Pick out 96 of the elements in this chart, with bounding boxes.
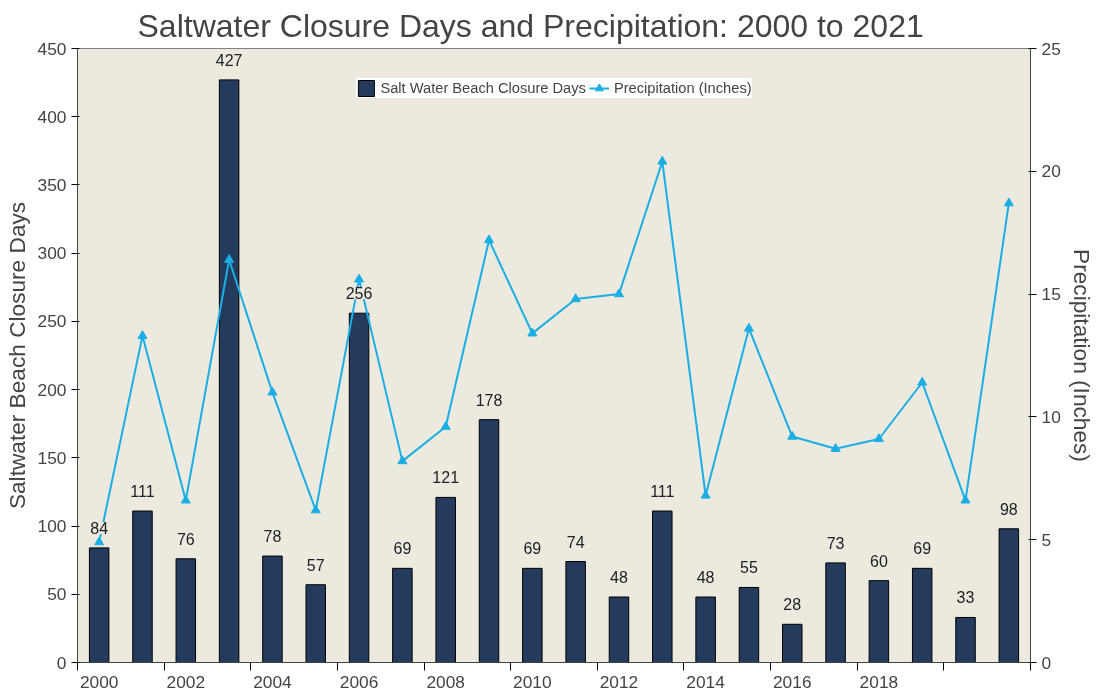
data-label: 60 xyxy=(869,552,888,570)
bar xyxy=(608,596,630,663)
data-label: 57 xyxy=(306,556,325,574)
data-label: 55 xyxy=(740,559,758,577)
data-label: 78 xyxy=(263,528,282,546)
point xyxy=(873,433,884,443)
y-tick-label: 300 xyxy=(37,243,67,264)
bar xyxy=(911,567,933,663)
bar xyxy=(955,616,976,663)
point xyxy=(743,322,754,332)
y-tick-label: 100 xyxy=(37,516,67,537)
x-tick-label: 2014 xyxy=(686,671,726,692)
y-tick-label: 400 xyxy=(37,106,67,127)
y2-tick-label: 25 xyxy=(1041,38,1061,59)
point xyxy=(484,234,495,244)
x-tick-label: 2006 xyxy=(339,671,379,692)
bar xyxy=(392,567,413,663)
data-label: 76 xyxy=(176,530,195,548)
bar xyxy=(305,584,326,663)
data-label: 178 xyxy=(475,391,503,409)
data-label: 48 xyxy=(610,569,628,587)
data-label: 111 xyxy=(650,483,675,501)
y-tick-label: 350 xyxy=(37,174,67,195)
bar xyxy=(348,312,370,663)
bar xyxy=(652,510,673,663)
point xyxy=(570,293,581,303)
x-tick-label: 2010 xyxy=(513,671,552,692)
point xyxy=(137,330,148,339)
y-tick-label: 250 xyxy=(37,311,67,332)
point xyxy=(180,494,191,504)
bar xyxy=(478,419,500,663)
data-label: 84 xyxy=(90,519,109,537)
point xyxy=(267,386,278,396)
data-label: 28 xyxy=(783,596,802,614)
x-tick-label: 2018 xyxy=(859,671,899,692)
bar xyxy=(825,562,846,663)
data-label: 111 xyxy=(130,483,155,501)
bar xyxy=(998,528,1020,663)
data-label: 69 xyxy=(393,540,412,558)
bar xyxy=(738,586,760,663)
y-tick-label: 150 xyxy=(37,447,67,468)
y-tick-label: 200 xyxy=(37,379,67,400)
data-label: 33 xyxy=(956,589,975,607)
bar xyxy=(435,496,456,663)
point xyxy=(224,254,235,263)
point xyxy=(830,443,841,452)
point xyxy=(440,421,451,430)
bar xyxy=(218,79,240,663)
bar xyxy=(695,596,716,663)
y-tick-label: 50 xyxy=(47,584,67,605)
bar xyxy=(782,623,803,663)
point xyxy=(94,536,105,546)
data-label: 98 xyxy=(999,500,1018,518)
y-tick-label: 0 xyxy=(56,652,67,673)
point xyxy=(397,455,408,465)
chart-title: Saltwater Closure Days and Precipitation: 2000 to 2021 xyxy=(137,7,924,44)
data-label: 73 xyxy=(826,534,845,552)
x-tick-label: 2000 xyxy=(79,671,119,692)
data-label: 121 xyxy=(432,469,460,487)
data-label: 427 xyxy=(215,51,243,69)
point xyxy=(657,155,668,165)
bar xyxy=(522,567,543,663)
bar xyxy=(868,580,890,663)
y2-tick-label: 0 xyxy=(1041,652,1052,673)
x-tick-label: 2002 xyxy=(166,671,206,692)
x-tick-label: 2008 xyxy=(426,671,465,692)
point xyxy=(527,327,538,337)
data-label: 69 xyxy=(523,540,542,558)
bar xyxy=(262,555,283,663)
y2-tick-label: 15 xyxy=(1041,284,1061,305)
x-tick-label: 2012 xyxy=(599,671,639,692)
point xyxy=(960,494,971,504)
bar xyxy=(88,547,110,663)
y2-tick-label: 10 xyxy=(1041,406,1061,427)
point xyxy=(917,376,928,386)
y-axis-title: Saltwater Beach Closure Days xyxy=(3,201,30,510)
y2-axis-title: Precipitation (Inches) xyxy=(1068,249,1095,462)
data-label: 69 xyxy=(913,540,932,558)
bar xyxy=(175,558,197,663)
point xyxy=(613,288,624,298)
bar xyxy=(565,561,586,663)
point xyxy=(1003,197,1014,207)
x-tick-label: 2016 xyxy=(772,671,812,692)
legend-label: Salt Water Beach Closure Days xyxy=(380,80,586,96)
point xyxy=(354,273,365,283)
y-tick-label: 450 xyxy=(37,38,67,59)
bar xyxy=(132,510,153,663)
y2-tick-label: 5 xyxy=(1041,529,1052,550)
legend-label: Precipitation (Inches) xyxy=(613,80,752,96)
y2-tick-label: 20 xyxy=(1041,161,1061,182)
data-label: 48 xyxy=(696,569,715,587)
x-tick-label: 2004 xyxy=(253,671,293,692)
data-label: 256 xyxy=(345,285,373,303)
point xyxy=(310,504,321,514)
point xyxy=(787,430,798,440)
data-label: 74 xyxy=(566,533,585,551)
